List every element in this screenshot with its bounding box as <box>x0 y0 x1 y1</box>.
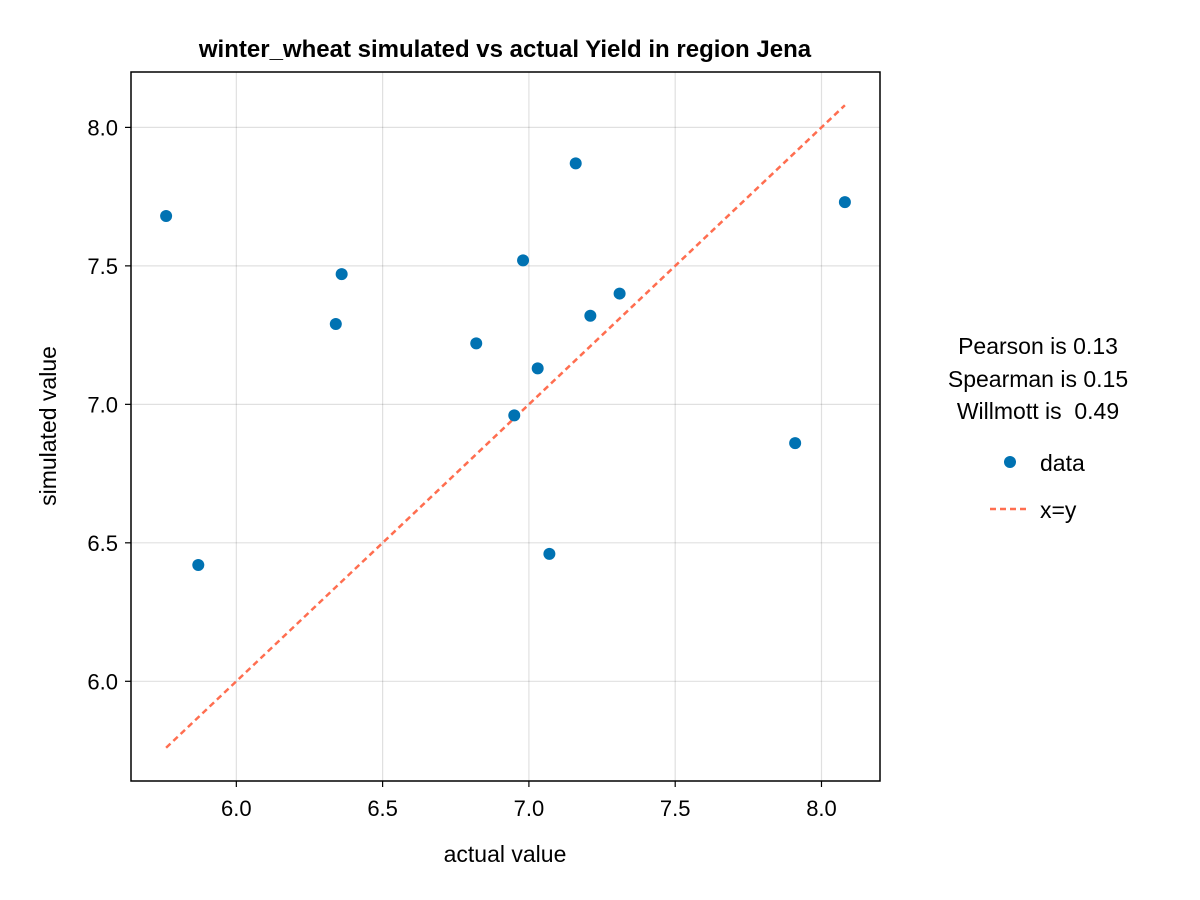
x-axis-ticks: 6.0 6.5 7.0 7.5 8.0 <box>221 781 837 821</box>
data-point <box>531 362 544 375</box>
data-point <box>569 157 582 170</box>
data-point <box>470 337 483 350</box>
y-tick-label: 6.0 <box>87 669 118 694</box>
identity-line <box>165 104 846 749</box>
willmott-stat: Willmott is 0.49 <box>957 398 1119 424</box>
x-tick-label: 6.5 <box>367 796 398 821</box>
plot-frame <box>130 71 881 782</box>
chart-title: winter_wheat simulated vs actual Yield i… <box>198 36 812 63</box>
data-point <box>543 547 556 560</box>
x-tick-label: 7.5 <box>660 796 691 821</box>
data-point <box>613 287 626 300</box>
legend-line-label: x=y <box>1040 497 1077 523</box>
data-point <box>329 318 342 331</box>
y-tick-label: 8.0 <box>87 115 118 140</box>
x-axis-label: actual value <box>444 841 567 867</box>
data-point <box>160 210 173 223</box>
data-point <box>192 558 205 571</box>
data-point <box>508 409 521 422</box>
legend-data-marker <box>1004 456 1016 468</box>
pearson-stat: Pearson is 0.13 <box>958 333 1118 359</box>
x-tick-label: 8.0 <box>806 796 837 821</box>
x-tick-label: 7.0 <box>514 796 545 821</box>
grid-lines <box>131 72 880 781</box>
y-tick-label: 7.5 <box>87 254 118 279</box>
y-tick-label: 7.0 <box>87 392 118 417</box>
data-point <box>584 309 597 322</box>
data-point <box>517 254 530 267</box>
y-axis-ticks: 6.0 6.5 7.0 7.5 8.0 <box>87 115 131 694</box>
y-axis-label: simulated value <box>35 346 61 506</box>
data-points <box>160 157 851 571</box>
legend: data x=y <box>990 450 1085 523</box>
data-point <box>789 437 802 450</box>
legend-data-label: data <box>1040 450 1085 476</box>
stats-block: Pearson is 0.13 Spearman is 0.15 Willmot… <box>948 333 1128 424</box>
data-point <box>838 196 851 209</box>
data-point <box>335 268 348 281</box>
spearman-stat: Spearman is 0.15 <box>948 366 1128 392</box>
y-tick-label: 6.5 <box>87 531 118 556</box>
reference-line-layer <box>165 104 846 749</box>
x-tick-label: 6.0 <box>221 796 252 821</box>
